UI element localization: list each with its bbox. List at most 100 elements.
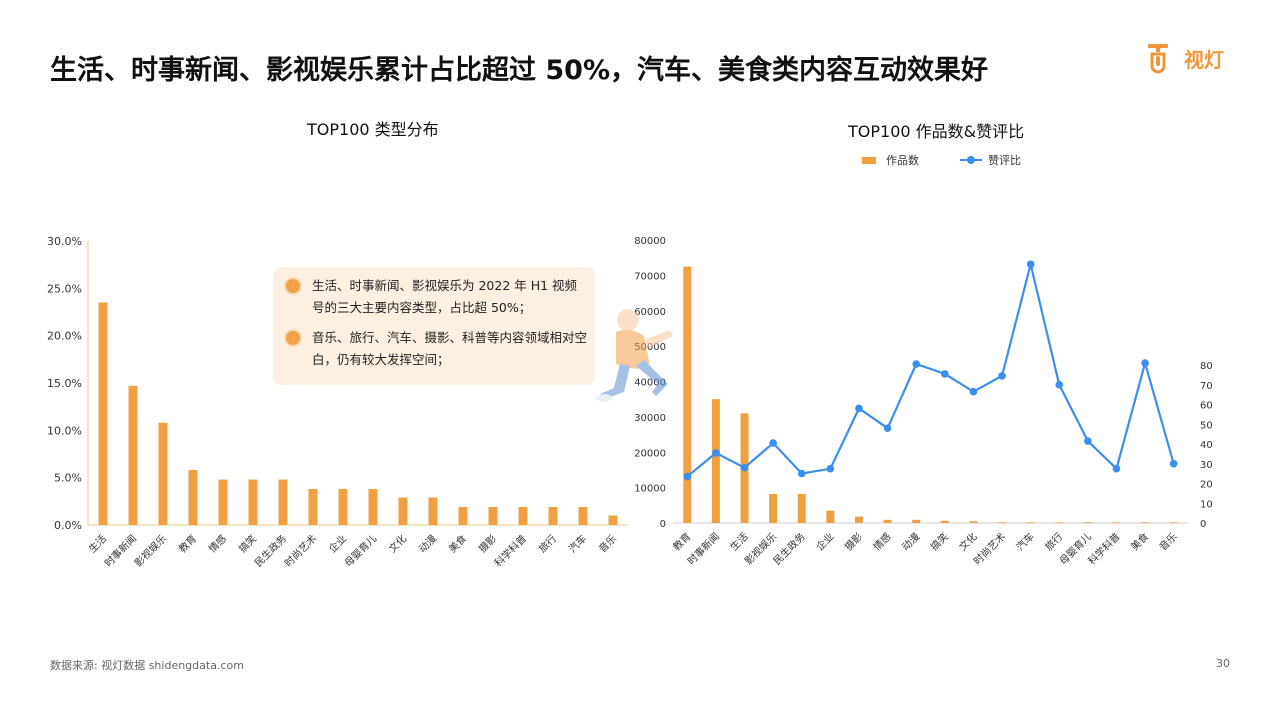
ratio-point — [797, 469, 806, 478]
left-x-tick-label: 文化 — [386, 532, 409, 555]
left-x-tick-label: 企业 — [326, 532, 349, 555]
insight-callout: 生活、时事新闻、影视娱乐为 2022 年 H1 视频号的三大主要内容类型，占比超… — [273, 267, 595, 385]
left-x-tick-label: 摄影 — [476, 532, 499, 555]
right-left-y-tick-label: 40000 — [634, 378, 666, 389]
left-x-tick-label: 科学科普 — [492, 532, 529, 569]
right-right-y-tick-label: 70 — [1200, 381, 1213, 392]
right-x-tick-label: 音乐 — [1156, 530, 1179, 553]
right-left-y-tick-label: 0 — [660, 519, 666, 530]
right-x-tick-label: 摄影 — [842, 530, 865, 553]
right-bar — [940, 520, 949, 523]
ratio-point — [1169, 459, 1178, 468]
right-bar — [883, 519, 892, 523]
right-bar — [1141, 522, 1150, 524]
left-bar — [188, 470, 198, 525]
left-bar — [428, 497, 438, 525]
left-bar — [608, 515, 618, 525]
ratio-point — [1112, 464, 1121, 473]
legend-item-ratio: 赞评比 — [960, 152, 1021, 168]
ratio-point — [740, 463, 749, 472]
right-left-y-tick-label: 30000 — [634, 413, 666, 424]
left-x-tick-label: 旅行 — [536, 532, 559, 555]
right-bar — [797, 493, 806, 523]
left-bar — [248, 479, 258, 525]
callout-item: 音乐、旅行、汽车、摄影、科普等内容领域相对空白，仍有较大发挥空间； — [286, 327, 588, 371]
right-x-tick-label: 教育 — [670, 530, 693, 553]
right-right-y-tick-label: 0 — [1200, 519, 1206, 530]
ratio-point — [912, 360, 920, 368]
right-right-y-tick-label: 20 — [1200, 480, 1213, 491]
right-bar — [854, 516, 863, 523]
callout-text: 生活、时事新闻、影视娱乐为 2022 年 H1 视频号的三大主要内容类型，占比超… — [312, 278, 578, 315]
logo-text: 视灯 — [1184, 47, 1224, 72]
bullet-dot-icon — [286, 331, 300, 345]
legend-bar-swatch — [862, 156, 876, 164]
right-x-tick-label: 民生政务 — [770, 530, 807, 567]
page-title: 生活、时事新闻、影视娱乐累计占比超过 50%，汽车、美食类内容互动效果好 — [50, 55, 989, 86]
ratio-point — [1026, 260, 1035, 269]
right-x-tick-label: 旅行 — [1042, 530, 1065, 553]
left-bar — [128, 385, 138, 525]
left-x-tick-label: 民生政务 — [252, 532, 289, 569]
callout-item: 生活、时事新闻、影视娱乐为 2022 年 H1 视频号的三大主要内容类型，占比超… — [286, 275, 588, 319]
right-bar — [769, 493, 778, 523]
right-x-tick-label: 科学科普 — [1085, 530, 1122, 567]
right-left-y-tick-label: 60000 — [634, 307, 666, 318]
left-y-tick-label: 20.0% — [47, 330, 82, 343]
right-right-y-tick-label: 10 — [1200, 499, 1213, 510]
legend-label-works: 作品数 — [886, 154, 919, 167]
right-left-y-tick-label: 50000 — [634, 342, 666, 353]
right-left-y-tick-label: 10000 — [634, 484, 666, 495]
right-left-y-tick-label: 80000 — [634, 236, 666, 247]
left-y-tick-label: 5.0% — [54, 472, 82, 485]
right-x-tick-label: 美食 — [1128, 530, 1151, 553]
left-bar — [308, 489, 318, 525]
right-x-tick-label: 汽车 — [1013, 530, 1036, 553]
left-y-tick-label: 30.0% — [47, 235, 82, 248]
right-bar — [683, 266, 692, 523]
left-bar — [368, 489, 378, 525]
right-bar — [711, 399, 720, 523]
left-bar — [278, 479, 288, 525]
left-bar — [398, 497, 408, 525]
left-bar — [338, 489, 348, 525]
lamp-logo-icon — [1148, 44, 1168, 74]
left-x-tick-label: 影视娱乐 — [132, 532, 169, 569]
legend-label-ratio: 赞评比 — [988, 154, 1021, 167]
right-x-tick-label: 动漫 — [900, 531, 923, 554]
right-bar — [1083, 522, 1092, 524]
right-x-tick-label: 情感 — [870, 530, 893, 553]
right-bar — [912, 519, 921, 523]
ratio-point — [1055, 380, 1064, 389]
ratio-point — [941, 370, 949, 378]
right-right-y-tick-label: 60 — [1200, 401, 1213, 412]
right-x-tick-label: 时尚艺术 — [971, 530, 1008, 567]
right-bar — [998, 522, 1007, 524]
right-right-y-tick-label: 50 — [1200, 420, 1213, 431]
left-x-tick-label: 时尚艺术 — [282, 532, 319, 569]
right-right-y-tick-label: 30 — [1200, 460, 1213, 471]
right-x-tick-label: 时事新闻 — [685, 530, 722, 567]
left-y-tick-label: 10.0% — [47, 424, 82, 437]
left-x-tick-label: 时事新闻 — [102, 532, 139, 569]
running-figure-illustration — [596, 309, 673, 402]
ratio-point — [683, 472, 692, 481]
left-bar — [548, 507, 558, 525]
left-chart-title: TOP100 类型分布 — [307, 120, 439, 139]
page-number: 30 — [1216, 657, 1230, 670]
ratio-point — [1141, 359, 1149, 367]
right-x-tick-label: 生活 — [727, 530, 750, 553]
right-bar — [1169, 522, 1178, 524]
left-x-tick-label: 音乐 — [596, 532, 619, 555]
left-x-tick-label: 母婴育儿 — [342, 532, 379, 569]
right-bar — [969, 521, 978, 523]
ratio-point — [969, 387, 978, 396]
right-x-tick-label: 搞笑 — [928, 530, 951, 553]
legend-line-swatch — [960, 156, 982, 164]
ratio-point — [712, 449, 720, 457]
ratio-point — [883, 424, 892, 433]
right-bar — [1026, 522, 1035, 524]
left-x-tick-label: 情感 — [206, 532, 229, 555]
callout-text: 音乐、旅行、汽车、摄影、科普等内容领域相对空白，仍有较大发挥空间； — [312, 330, 588, 367]
